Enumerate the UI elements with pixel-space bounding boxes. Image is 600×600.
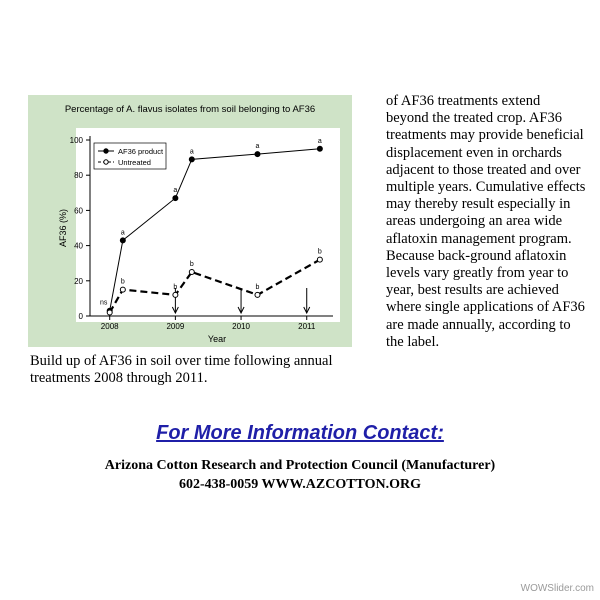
chart-panel: Percentage of A. flavus isolates from so… (28, 95, 352, 347)
significance-label: b (173, 284, 177, 291)
legend-label: Untreated (118, 158, 151, 167)
significance-label: a (190, 148, 194, 155)
significance-label: ns (100, 300, 108, 307)
af36-data-point (316, 145, 323, 152)
significance-label: b (256, 284, 260, 291)
untreated-data-point (188, 269, 195, 275)
contact-heading: For More Information Contact: (156, 422, 444, 444)
y-tick-label: 0 (79, 312, 84, 321)
x-tick-label: 2008 (101, 322, 119, 331)
legend-marker (103, 148, 109, 154)
chart-caption: Build up of AF36 in soil over time follo… (30, 353, 333, 386)
y-tick-label: 80 (74, 171, 83, 180)
treatment-arrow-head (303, 306, 311, 315)
significance-label: a (173, 187, 177, 194)
x-axis-label: Year (208, 334, 226, 344)
y-tick-label: 60 (74, 206, 83, 215)
phone-website-line: 602-438-0059 WWW.AZCOTTON.ORG (178, 477, 422, 492)
x-tick-label: 2010 (232, 322, 250, 331)
af36-data-point (119, 237, 126, 244)
y-tick-label: 100 (70, 136, 84, 145)
significance-label: a (318, 138, 322, 145)
af36-data-point (254, 151, 261, 158)
legend: AF36 product Untreated (93, 142, 167, 170)
untreated-series-line (108, 258, 321, 314)
treatment-arrow-head (171, 306, 179, 315)
y-axis-label: AF36 (%) (58, 209, 68, 247)
untreated-data-point (172, 291, 179, 298)
organization-line: Arizona Cotton Research and Protection C… (104, 458, 496, 473)
significance-label: b (318, 249, 322, 256)
af36-data-point (172, 195, 179, 202)
treatment-arrow-head (237, 306, 245, 315)
significance-label: a (256, 143, 260, 150)
series-layer: ns a a a a a b b b b b (100, 138, 323, 316)
chart-svg: Percentage of A. flavus isolates from so… (58, 104, 340, 344)
significance-label: a (121, 229, 125, 236)
x-tick-label: 2009 (166, 322, 184, 331)
untreated-data-point (119, 286, 126, 293)
af36-series-line (109, 148, 320, 311)
untreated-data-point (316, 256, 323, 263)
significance-label: b (190, 261, 194, 268)
chart-title: Percentage of A. flavus isolates from so… (65, 104, 315, 115)
legend-marker (103, 159, 109, 165)
body-paragraph: of AF36 treatments extend beyond the tre… (386, 93, 586, 350)
y-tick-label: 20 (74, 277, 83, 286)
y-tick-label: 40 (74, 242, 83, 251)
legend-label: AF36 product (118, 147, 164, 156)
watermark: WOWSlider.com (520, 583, 594, 594)
axes: 0 20 40 60 80 100 2008 2009 2010 2011 (70, 136, 333, 331)
untreated-data-point (106, 309, 113, 316)
untreated-data-point (254, 291, 261, 298)
af36-data-point (188, 156, 195, 163)
significance-label: b (121, 279, 125, 286)
x-tick-label: 2011 (298, 322, 316, 331)
